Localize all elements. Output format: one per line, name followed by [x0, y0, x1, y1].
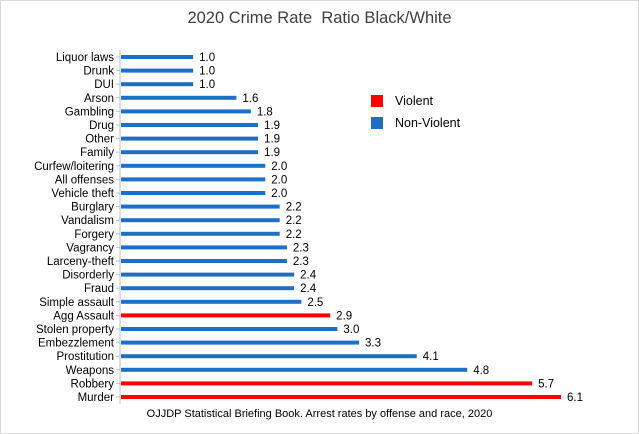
- category-label-fraud: Fraud: [84, 283, 114, 295]
- category-label-vandalism: Vandalism: [61, 215, 114, 227]
- bar-disorderly: [121, 272, 295, 277]
- bar-vandalism: [121, 218, 280, 223]
- category-label-larceny-theft: Larceny-theft: [47, 256, 115, 268]
- category-label-vagrancy: Vagrancy: [66, 242, 114, 254]
- category-label-gambling: Gambling: [65, 106, 114, 118]
- category-label-prostitution: Prostitution: [56, 351, 114, 363]
- bar-fraud: [121, 286, 295, 291]
- category-label-forgery: Forgery: [74, 229, 114, 241]
- bar-larceny-theft: [121, 259, 287, 263]
- value-label-vagrancy: 2.3: [293, 242, 309, 254]
- bar-forgery: [121, 231, 280, 236]
- value-label-all-offenses: 2.0: [271, 174, 287, 186]
- bar-robbery: [121, 381, 533, 386]
- category-label-curfew-loitering: Curfew/loitering: [34, 161, 114, 173]
- legend-entry-violent: Violent: [371, 90, 460, 112]
- bar-curfew-loitering: [121, 163, 266, 168]
- category-label-family: Family: [80, 147, 114, 159]
- category-label-burglary: Burglary: [71, 202, 114, 214]
- value-label-disorderly: 2.4: [300, 270, 317, 282]
- bar-weapons: [121, 367, 468, 372]
- bar-family: [121, 150, 259, 155]
- category-label-all-offenses: All offenses: [55, 174, 114, 186]
- category-label-liquor-laws: Liquor laws: [56, 52, 114, 64]
- value-label-forgery: 2.2: [286, 229, 302, 241]
- value-label-embezzlement: 3.3: [365, 338, 381, 350]
- value-label-family: 1.9: [264, 147, 280, 159]
- bar-simple-assault: [121, 299, 302, 304]
- legend-label-violent: Violent: [395, 94, 433, 108]
- category-label-disorderly: Disorderly: [62, 270, 114, 282]
- value-label-larceny-theft: 2.3: [293, 256, 309, 268]
- category-label-other: Other: [85, 134, 114, 146]
- legend-label-non-violent: Non-Violent: [395, 116, 461, 130]
- bar-vehicle-theft: [121, 191, 266, 195]
- category-label-drug: Drug: [89, 120, 114, 132]
- category-label-robbery: Robbery: [71, 378, 115, 390]
- value-label-liquor-laws: 1.0: [199, 52, 215, 64]
- value-label-fraud: 2.4: [300, 283, 317, 295]
- value-label-robbery: 5.7: [538, 378, 554, 390]
- bar-embezzlement: [121, 340, 360, 345]
- category-label-embezzlement: Embezzlement: [38, 338, 115, 350]
- chart-title: 2020 Crime Rate Ratio Black/White: [187, 9, 452, 27]
- category-label-vehicle-theft: Vehicle theft: [51, 188, 114, 200]
- value-label-burglary: 2.2: [286, 202, 302, 214]
- value-label-vehicle-theft: 2.0: [271, 188, 287, 200]
- bar-burglary: [121, 204, 280, 209]
- bar-agg-assault: [121, 313, 331, 318]
- value-label-gambling: 1.8: [257, 106, 273, 118]
- value-label-vandalism: 2.2: [286, 215, 302, 227]
- value-label-weapons: 4.8: [473, 365, 489, 377]
- bar-prostitution: [121, 354, 417, 359]
- category-label-stolen-property: Stolen property: [36, 324, 114, 336]
- legend-swatch-violent: [371, 95, 383, 107]
- chart-legend: Violent Non-Violent: [371, 90, 460, 134]
- bar-other: [121, 136, 259, 141]
- bar-gambling: [121, 109, 251, 114]
- legend-entry-non-violent: Non-Violent: [371, 112, 460, 134]
- value-label-drug: 1.9: [264, 120, 280, 132]
- bar-dui: [121, 82, 194, 87]
- value-label-dui: 1.0: [199, 79, 215, 91]
- category-label-agg-assault: Agg Assault: [53, 310, 115, 322]
- value-label-stolen-property: 3.0: [343, 324, 359, 336]
- value-label-drunk: 1.0: [199, 66, 215, 78]
- value-label-prostitution: 4.1: [423, 351, 439, 363]
- value-label-agg-assault: 2.9: [336, 310, 352, 322]
- value-label-simple-assault: 2.5: [307, 297, 323, 309]
- category-label-dui: DUI: [94, 79, 114, 91]
- category-label-murder: Murder: [78, 392, 115, 404]
- value-label-murder: 6.1: [567, 392, 583, 404]
- bar-liquor-laws: [121, 55, 194, 59]
- bar-drug: [121, 123, 259, 127]
- bar-arson: [121, 95, 237, 100]
- chart-source-note: OJJDP Statistical Briefing Book. Arrest …: [146, 408, 493, 420]
- category-label-weapons: Weapons: [66, 365, 115, 377]
- category-label-drunk: Drunk: [83, 66, 114, 78]
- bar-drunk: [121, 68, 194, 73]
- value-label-curfew-loitering: 2.0: [271, 161, 287, 173]
- bar-stolen-property: [121, 327, 338, 331]
- category-label-simple-assault: Simple assault: [39, 297, 115, 309]
- bar-murder: [121, 395, 561, 399]
- value-label-other: 1.9: [264, 134, 280, 146]
- value-label-arson: 1.6: [242, 93, 258, 105]
- bar-all-offenses: [121, 177, 266, 182]
- legend-swatch-non-violent: [371, 117, 383, 129]
- bar-vagrancy: [121, 245, 287, 250]
- category-label-arson: Arson: [84, 93, 114, 105]
